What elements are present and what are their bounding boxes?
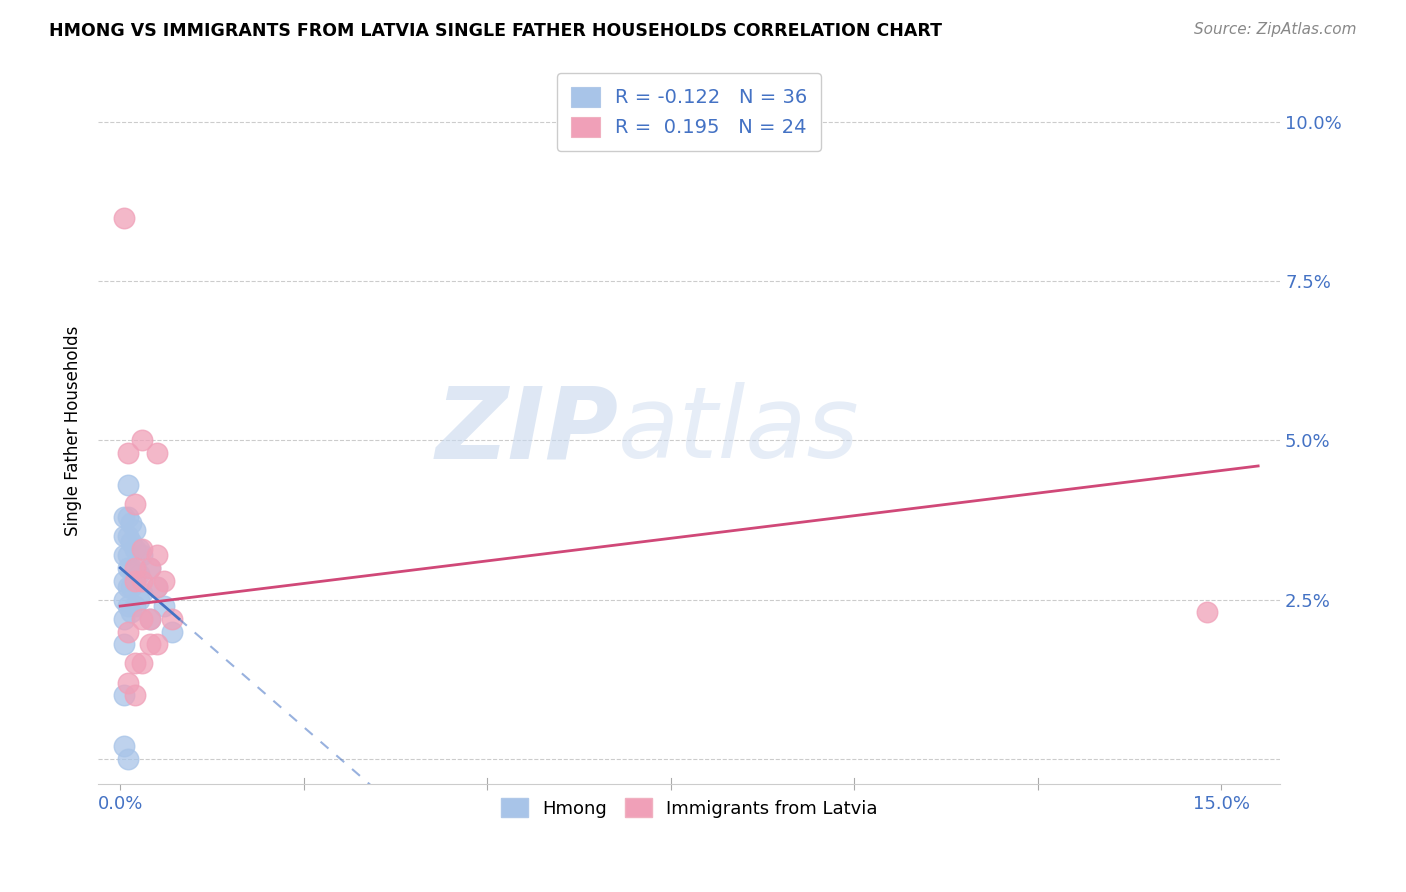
Point bbox=[117, 580, 139, 594]
Legend: Hmong, Immigrants from Latvia: Hmong, Immigrants from Latvia bbox=[494, 791, 886, 825]
Point bbox=[124, 523, 146, 537]
Point bbox=[124, 541, 146, 556]
Point bbox=[120, 535, 142, 549]
Point bbox=[124, 497, 146, 511]
Point bbox=[131, 541, 153, 556]
Point bbox=[117, 599, 139, 613]
Point bbox=[131, 586, 153, 600]
Point bbox=[124, 574, 146, 588]
Text: Source: ZipAtlas.com: Source: ZipAtlas.com bbox=[1194, 22, 1357, 37]
Point bbox=[131, 548, 153, 562]
Point bbox=[112, 548, 135, 562]
Point bbox=[160, 612, 183, 626]
Point bbox=[131, 657, 153, 671]
Point bbox=[160, 624, 183, 639]
Point bbox=[128, 541, 150, 556]
Text: ZIP: ZIP bbox=[436, 383, 619, 479]
Point bbox=[138, 612, 160, 626]
Point bbox=[124, 657, 146, 671]
Point bbox=[117, 675, 139, 690]
Point bbox=[117, 478, 139, 492]
Text: HMONG VS IMMIGRANTS FROM LATVIA SINGLE FATHER HOUSEHOLDS CORRELATION CHART: HMONG VS IMMIGRANTS FROM LATVIA SINGLE F… bbox=[49, 22, 942, 40]
Point bbox=[120, 606, 142, 620]
Point bbox=[128, 592, 150, 607]
Point bbox=[117, 752, 139, 766]
Point bbox=[131, 612, 153, 626]
Point bbox=[138, 637, 160, 651]
Point bbox=[112, 211, 135, 225]
Point bbox=[124, 574, 146, 588]
Point bbox=[120, 561, 142, 575]
Point bbox=[120, 580, 142, 594]
Point bbox=[112, 510, 135, 524]
Point bbox=[146, 446, 169, 460]
Point bbox=[112, 688, 135, 702]
Point bbox=[153, 599, 176, 613]
Point bbox=[146, 580, 169, 594]
Point bbox=[120, 516, 142, 531]
Point bbox=[112, 739, 135, 754]
Point bbox=[128, 567, 150, 582]
Point bbox=[124, 599, 146, 613]
Point bbox=[117, 446, 139, 460]
Point bbox=[117, 561, 139, 575]
Point bbox=[146, 580, 169, 594]
Point bbox=[153, 574, 176, 588]
Text: atlas: atlas bbox=[619, 383, 860, 479]
Point bbox=[1195, 606, 1218, 620]
Point bbox=[117, 548, 139, 562]
Point bbox=[112, 612, 135, 626]
Point bbox=[124, 561, 146, 575]
Point bbox=[124, 688, 146, 702]
Point bbox=[112, 592, 135, 607]
Point bbox=[138, 561, 160, 575]
Point bbox=[117, 529, 139, 543]
Point bbox=[146, 637, 169, 651]
Point bbox=[146, 548, 169, 562]
Point bbox=[112, 637, 135, 651]
Point bbox=[131, 434, 153, 448]
Point bbox=[112, 574, 135, 588]
Point bbox=[138, 561, 160, 575]
Y-axis label: Single Father Households: Single Father Households bbox=[65, 326, 82, 536]
Point bbox=[117, 510, 139, 524]
Point bbox=[131, 574, 153, 588]
Point bbox=[117, 624, 139, 639]
Point bbox=[138, 612, 160, 626]
Point bbox=[112, 529, 135, 543]
